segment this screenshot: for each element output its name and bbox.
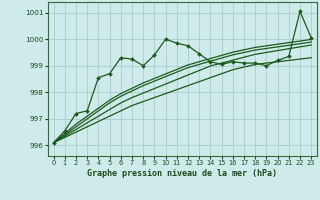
X-axis label: Graphe pression niveau de la mer (hPa): Graphe pression niveau de la mer (hPa) [87, 169, 277, 178]
